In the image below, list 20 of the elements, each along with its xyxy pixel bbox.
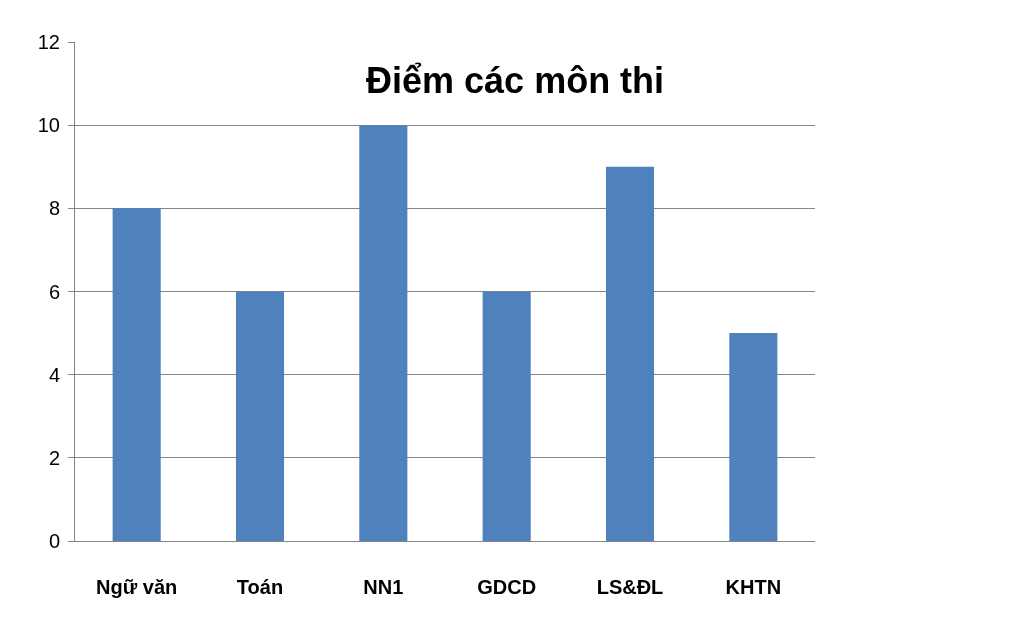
bar	[729, 333, 778, 541]
x-tick-label: GDCD	[477, 576, 537, 598]
y-tick-label: 6	[48, 280, 60, 303]
y-tick-label: 12	[37, 31, 60, 53]
bar	[112, 208, 161, 541]
x-tick-label: Ngữ văn	[96, 576, 178, 598]
bar	[482, 291, 531, 541]
x-tick-label: LS&ĐL	[596, 576, 664, 598]
x-tick-label: NN1	[363, 576, 404, 598]
x-tick-label: Toán	[236, 576, 284, 598]
bar	[235, 291, 285, 541]
y-tick-label: 10	[37, 114, 60, 137]
bar	[605, 166, 655, 541]
text: Điểm các môn thi	[366, 59, 665, 101]
y-tick-label: 0	[48, 530, 60, 552]
x-tick-label: KHTN	[725, 576, 782, 598]
bar	[359, 125, 408, 541]
y-tick-label: 8	[48, 197, 60, 220]
y-tick-label: 4	[48, 363, 60, 386]
y-tick-label: 2	[48, 446, 60, 469]
